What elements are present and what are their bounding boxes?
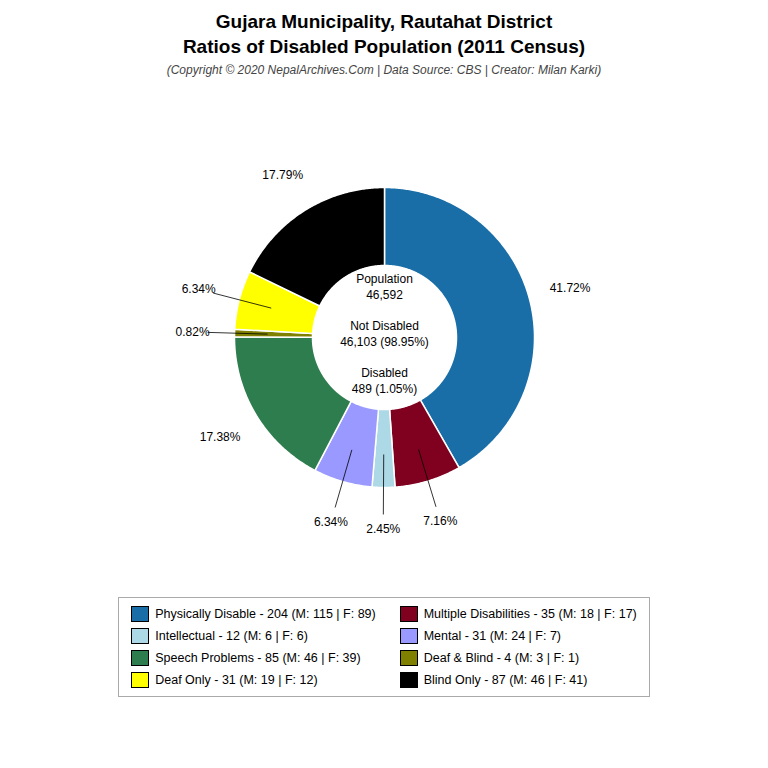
svg-text:6.34%: 6.34% [182, 282, 216, 296]
html-text:Blind Only - 87 (M: 46 | F: 41: Blind Only - 87 (M: 46 | F: 41) [423, 673, 588, 688]
svg-text:0.82%: 0.82% [176, 325, 210, 339]
html-text:Multiple Disabilities - 35 (M:: Multiple Disabilities - 35 (M: 18 | F: 1… [423, 607, 637, 622]
html-text:Physically Disable - 204 (M: 1: Physically Disable - 204 (M: 115 | F: 89… [155, 607, 376, 622]
svg-text:41.72%: 41.72% [550, 281, 591, 295]
svg-text:6.34%: 6.34% [314, 515, 348, 529]
html-text:Mental - 31 (M: 24 | F: 7): Mental - 31 (M: 24 | F: 7) [423, 629, 561, 644]
svg-text:17.79%: 17.79% [262, 168, 303, 182]
html-text:Speech Problems - 85 (M: 46 |: Speech Problems - 85 (M: 46 | F: 39) [155, 651, 361, 666]
html-text:(Copyright © 2020 NepalArchive: (Copyright © 2020 NepalArchives.Com | Da… [166, 63, 602, 78]
html-text:Deaf Only - 31 (M: 19 | F: 12): Deaf Only - 31 (M: 19 | F: 12) [155, 673, 318, 688]
svg-text:7.16%: 7.16% [423, 514, 457, 528]
html-text:Intellectual - 12 (M: 6 | F: 6: Intellectual - 12 (M: 6 | F: 6) [155, 629, 308, 644]
html-text:Gujara Municipality, Rautahat: Gujara Municipality, Rautahat District R… [182, 11, 586, 57]
svg-text:Population46,592Not Disabled46: Population46,592Not Disabled46,103 (98.9… [340, 273, 429, 396]
svg-text:2.45%: 2.45% [366, 523, 400, 537]
html-text:Deaf & Blind - 4 (M: 3 | F: 1): Deaf & Blind - 4 (M: 3 | F: 1) [423, 651, 580, 666]
svg-text:17.38%: 17.38% [200, 430, 241, 444]
